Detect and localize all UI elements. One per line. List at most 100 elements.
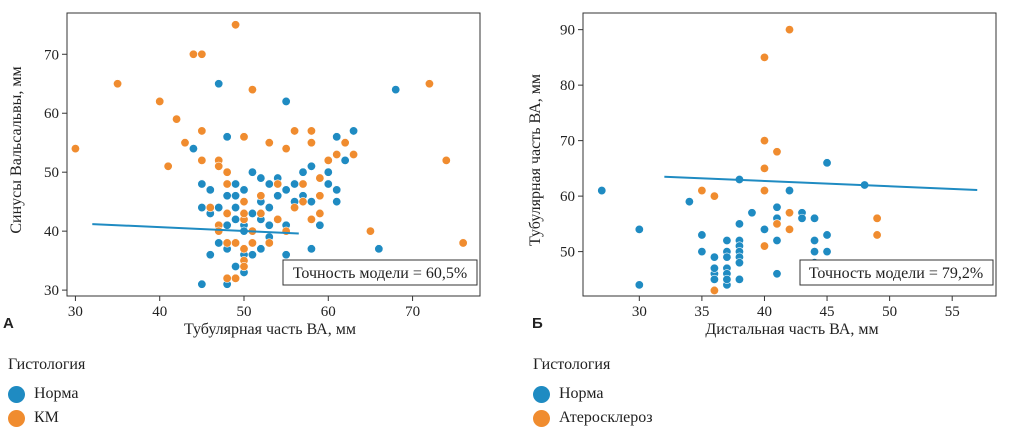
legend-dot-icon [8,409,25,427]
panel-a-legend-label-norma: Норма [34,385,79,402]
panel-a-point-series2 [315,173,325,183]
panel-b-point-norma [784,186,794,196]
panel-a-point-series2 [441,155,451,165]
panel-a-point-series2 [222,273,232,283]
panel-a-x-axis-label: Тубулярная часть ВА, мм [184,321,356,338]
panel-b-x-axis-label: Дистальная часть ВА, мм [705,321,878,338]
panel-a-point-series2 [214,226,224,236]
legend-dot-icon [8,385,25,403]
panel-a-point-norma [281,250,291,260]
panel-a-point-series2 [247,238,257,248]
panel-a-point-norma [231,214,241,224]
panel-b-point-series2 [697,186,707,196]
panel-b-legend-label-atherosclerosis: Атеросклероз [559,409,653,426]
panel-a-point-norma [273,191,283,201]
panel-b-legend: Гистология Норма Атеросклероз [533,356,653,430]
panel-b-point-norma [772,269,782,279]
panel-a-trend-line [92,223,299,235]
panel-b-accuracy-text: Точность модели = 79,2% [809,265,983,282]
panel-a-point-series2 [239,132,249,142]
panel-a-point-norma [197,179,207,189]
panel-a-point-series2 [306,138,316,148]
panel-b-point-norma [822,158,832,168]
panel-b-chart: 30 35 40 45 50 55 50 60 70 80 90 Точность модели =… [527,12,997,338]
panel-a-y-axis-label: Синусы Вальсальвы, мм [8,66,25,233]
panel-a-x-tick-label: 70 [405,304,420,320]
panel-b-point-norma [709,252,719,262]
panel-a-point-series2 [273,214,283,224]
panel-a-point-series2 [298,179,308,189]
panel-a-point-series2 [256,208,266,218]
panel-a-point-series2 [290,203,300,213]
panel-a-point-series2 [222,208,232,218]
panel-a-point-series2 [264,238,274,248]
panel-a-point-series2 [298,197,308,207]
panel-a-point-series2 [239,208,249,218]
panel-b-x-tick-label: 45 [820,304,835,320]
panel-a-point-norma [247,250,257,260]
panel-b-point-norma [722,236,732,246]
panel-a-point-series2 [458,238,468,248]
panel-b-point-norma [772,202,782,212]
panel-a-y-tick-label: 30 [44,283,59,299]
panel-b-frame [582,12,997,297]
panel-b-point-norma [747,208,757,218]
panel-a-point-series2 [222,167,232,177]
panel-a-point-series2 [332,150,342,160]
panel-a-point-norma [306,244,316,254]
panel-a-point-norma [298,167,308,177]
panel-b-point-series2 [872,213,882,223]
panel-b-point-series2 [759,163,769,173]
panel-b-point-norma [722,252,732,262]
panel-a-point-series2 [214,161,224,171]
panel-a-point-series2 [306,126,316,136]
panel-b-y-tick-label: 90 [560,23,575,39]
panel-b-y-tick-label: 80 [560,78,575,94]
panel-b-x-tick-label: 40 [757,304,772,320]
panel-a-point-norma [315,220,325,230]
panel-a-letter: А [3,315,14,332]
panel-a-point-series2 [231,273,241,283]
panel-a-point-norma [214,238,224,248]
panel-b-point-series2 [709,191,719,201]
panel-a-point-series2 [163,161,173,171]
panel-b-point-series2 [759,186,769,196]
panel-a-point-series2 [264,138,274,148]
panel-b-point-norma [722,274,732,284]
panel-a-point-series2 [155,96,165,106]
panel-a-point-series2 [113,79,123,89]
panel-a-point-norma [323,167,333,177]
panel-b-point-norma [759,224,769,234]
panel-a-frame [66,12,481,297]
panel-a-point-norma [247,208,257,218]
panel-a-legend-title: Гистология [8,356,86,373]
panel-a-point-series2 [222,179,232,189]
panel-b-point-norma [810,236,820,246]
panel-b-point-norma [684,197,694,207]
panel-b-legend-item-atherosclerosis: Атеросклероз [533,406,653,430]
panel-a-point-series2 [239,262,249,272]
panel-a-point-norma [340,155,350,165]
panel-b-point-norma [697,230,707,240]
panel-b-point-series2 [772,219,782,229]
panel-a-point-series2 [70,144,80,154]
panel-a-point-series2 [315,191,325,201]
panel-b-point-norma [709,263,719,273]
panel-a-point-norma [323,179,333,189]
panel-a-point-norma [247,167,257,177]
panel-a-accuracy-text: Точность модели = 60,5% [293,265,467,282]
panel-a-point-norma [222,132,232,142]
panel-b-axis-ticks: 30 35 40 45 50 55 50 60 70 80 90 [560,23,960,320]
panel-a-x-tick-label: 60 [321,304,336,320]
panel-a-point-series2 [222,238,232,248]
panel-a-point-norma [306,197,316,207]
panel-a-point-series2 [197,49,207,59]
panel-a-point-norma [222,191,232,201]
panel-a-legend: Гистология Норма КМ [8,356,85,430]
panel-a-point-norma [281,96,291,106]
panel-a-axis-ticks: 30 40 50 60 70 30 40 50 60 70 [44,47,420,320]
panel-b-point-series2 [872,230,882,240]
panel-a-legend-label-km: КМ [34,409,59,426]
panel-a-point-norma [332,197,342,207]
panel-b-y-tick-label: 60 [560,189,575,205]
